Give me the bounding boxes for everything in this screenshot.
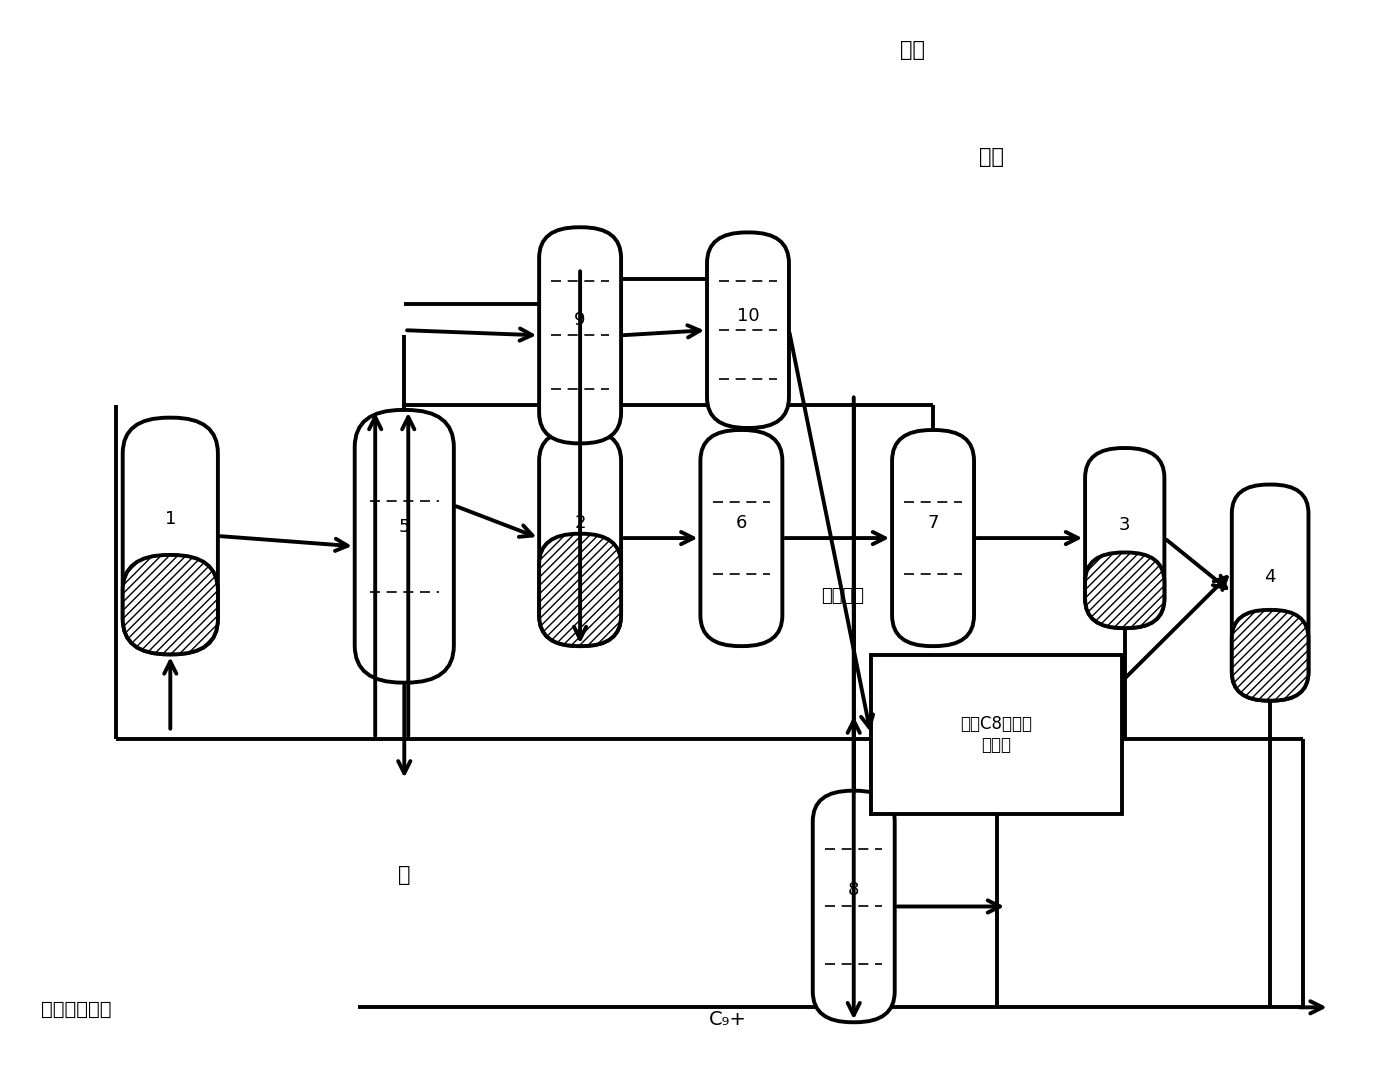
- FancyBboxPatch shape: [892, 430, 974, 646]
- FancyBboxPatch shape: [812, 791, 895, 1023]
- Text: 6: 6: [735, 513, 748, 532]
- FancyBboxPatch shape: [123, 418, 218, 654]
- FancyBboxPatch shape: [1085, 552, 1165, 628]
- FancyBboxPatch shape: [123, 555, 218, 654]
- Text: 氢气: 氢气: [901, 41, 925, 60]
- Text: 苯、甲苯: 苯、甲苯: [821, 586, 863, 605]
- Text: C₉+: C₉+: [709, 1010, 748, 1029]
- FancyBboxPatch shape: [540, 227, 621, 444]
- FancyBboxPatch shape: [701, 430, 782, 646]
- Text: 4: 4: [1264, 568, 1276, 586]
- Text: 甲烷: 甲烷: [979, 147, 1004, 167]
- Text: 2: 2: [574, 513, 585, 532]
- Text: 混合C8芳烃进
后处理: 混合C8芳烃进 后处理: [961, 715, 1033, 754]
- FancyBboxPatch shape: [1085, 448, 1165, 628]
- Text: 7: 7: [927, 513, 939, 532]
- FancyBboxPatch shape: [540, 430, 621, 646]
- FancyBboxPatch shape: [1232, 485, 1308, 701]
- Text: 3: 3: [1120, 517, 1131, 535]
- Text: 甲醒、二甲醚: 甲醒、二甲醚: [41, 1000, 112, 1018]
- Text: 水: 水: [398, 865, 410, 885]
- Text: 1: 1: [165, 510, 176, 528]
- FancyBboxPatch shape: [706, 233, 789, 428]
- FancyBboxPatch shape: [1232, 610, 1308, 701]
- FancyBboxPatch shape: [355, 410, 454, 683]
- Text: 9: 9: [574, 311, 585, 329]
- Text: 5: 5: [398, 518, 410, 536]
- Text: 10: 10: [737, 308, 759, 326]
- FancyBboxPatch shape: [540, 534, 621, 646]
- Bar: [870, 655, 1122, 814]
- Text: 8: 8: [848, 881, 859, 899]
